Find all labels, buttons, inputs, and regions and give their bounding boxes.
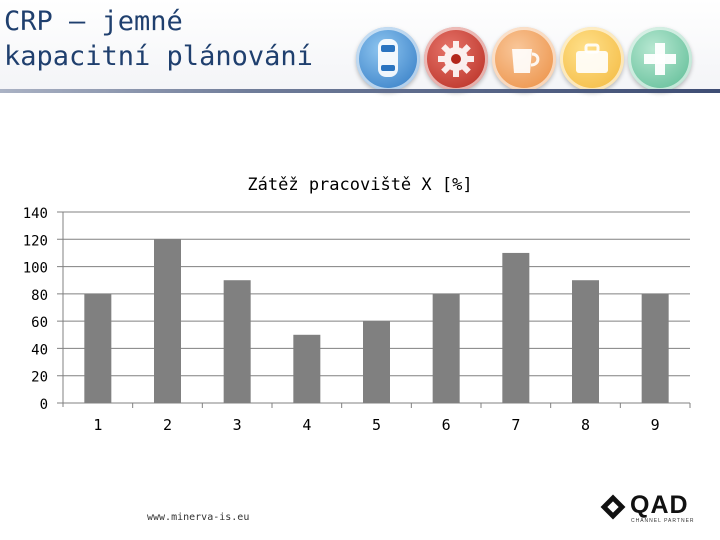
y-tick-label: 80 (31, 288, 48, 304)
briefcase-icon (560, 27, 624, 91)
y-tick-label: 140 (23, 206, 48, 222)
cup-icon (492, 27, 556, 91)
x-tick-label: 7 (511, 416, 520, 434)
bar-5 (363, 321, 390, 403)
footer-url: www.minerva-is.eu (147, 512, 250, 523)
cross-icon (628, 27, 692, 91)
x-tick-label: 3 (233, 416, 242, 434)
gear-icon (424, 27, 488, 91)
bar-3 (223, 280, 251, 403)
slide-title: CRP – jemné kapacitní plánování (4, 6, 313, 72)
bar-chart: Zátěž pracoviště X [%] 02040608010012014… (23, 175, 691, 434)
x-tick-label: 2 (163, 416, 172, 434)
logo-subtitle: CHANNEL PARTNER (631, 518, 695, 524)
bar-8 (572, 280, 599, 403)
y-tick-label: 40 (31, 342, 48, 358)
x-tick-label: 8 (581, 416, 590, 434)
y-tick-label: 120 (23, 233, 48, 249)
bar-1 (84, 293, 112, 403)
header-icons (356, 27, 692, 97)
x-tick-label: 9 (651, 416, 660, 434)
y-tick-label: 20 (31, 370, 48, 386)
logo-text: QAD (630, 491, 689, 519)
logo-mark-icon (600, 494, 626, 520)
car-icon (356, 27, 420, 91)
x-tick-label: 4 (302, 416, 311, 434)
label-layer: 0 20 40 60 80 100 120 140 1 2 3 4 5 6 7 8 9 (23, 206, 660, 434)
x-tick-label: 6 (442, 416, 451, 434)
y-tick-label: 0 (40, 397, 48, 413)
y-tick-label: 100 (23, 261, 48, 277)
bar-6 (432, 293, 460, 403)
y-tick-label: 60 (31, 315, 48, 331)
x-tick-label: 5 (372, 416, 381, 434)
slide-header: CRP – jemné kapacitní plánování (0, 0, 720, 93)
qad-logo: QAD CHANNEL PARTNER (600, 491, 695, 526)
x-tick-label: 1 (93, 416, 102, 434)
bar-layer (84, 239, 669, 403)
bar-7 (502, 252, 530, 403)
bar-4 (293, 334, 321, 403)
bar-2 (154, 239, 181, 403)
header-divider (0, 89, 720, 93)
bar-9 (641, 293, 669, 403)
chart-title: Zátěž pracoviště X [%] (247, 175, 472, 195)
